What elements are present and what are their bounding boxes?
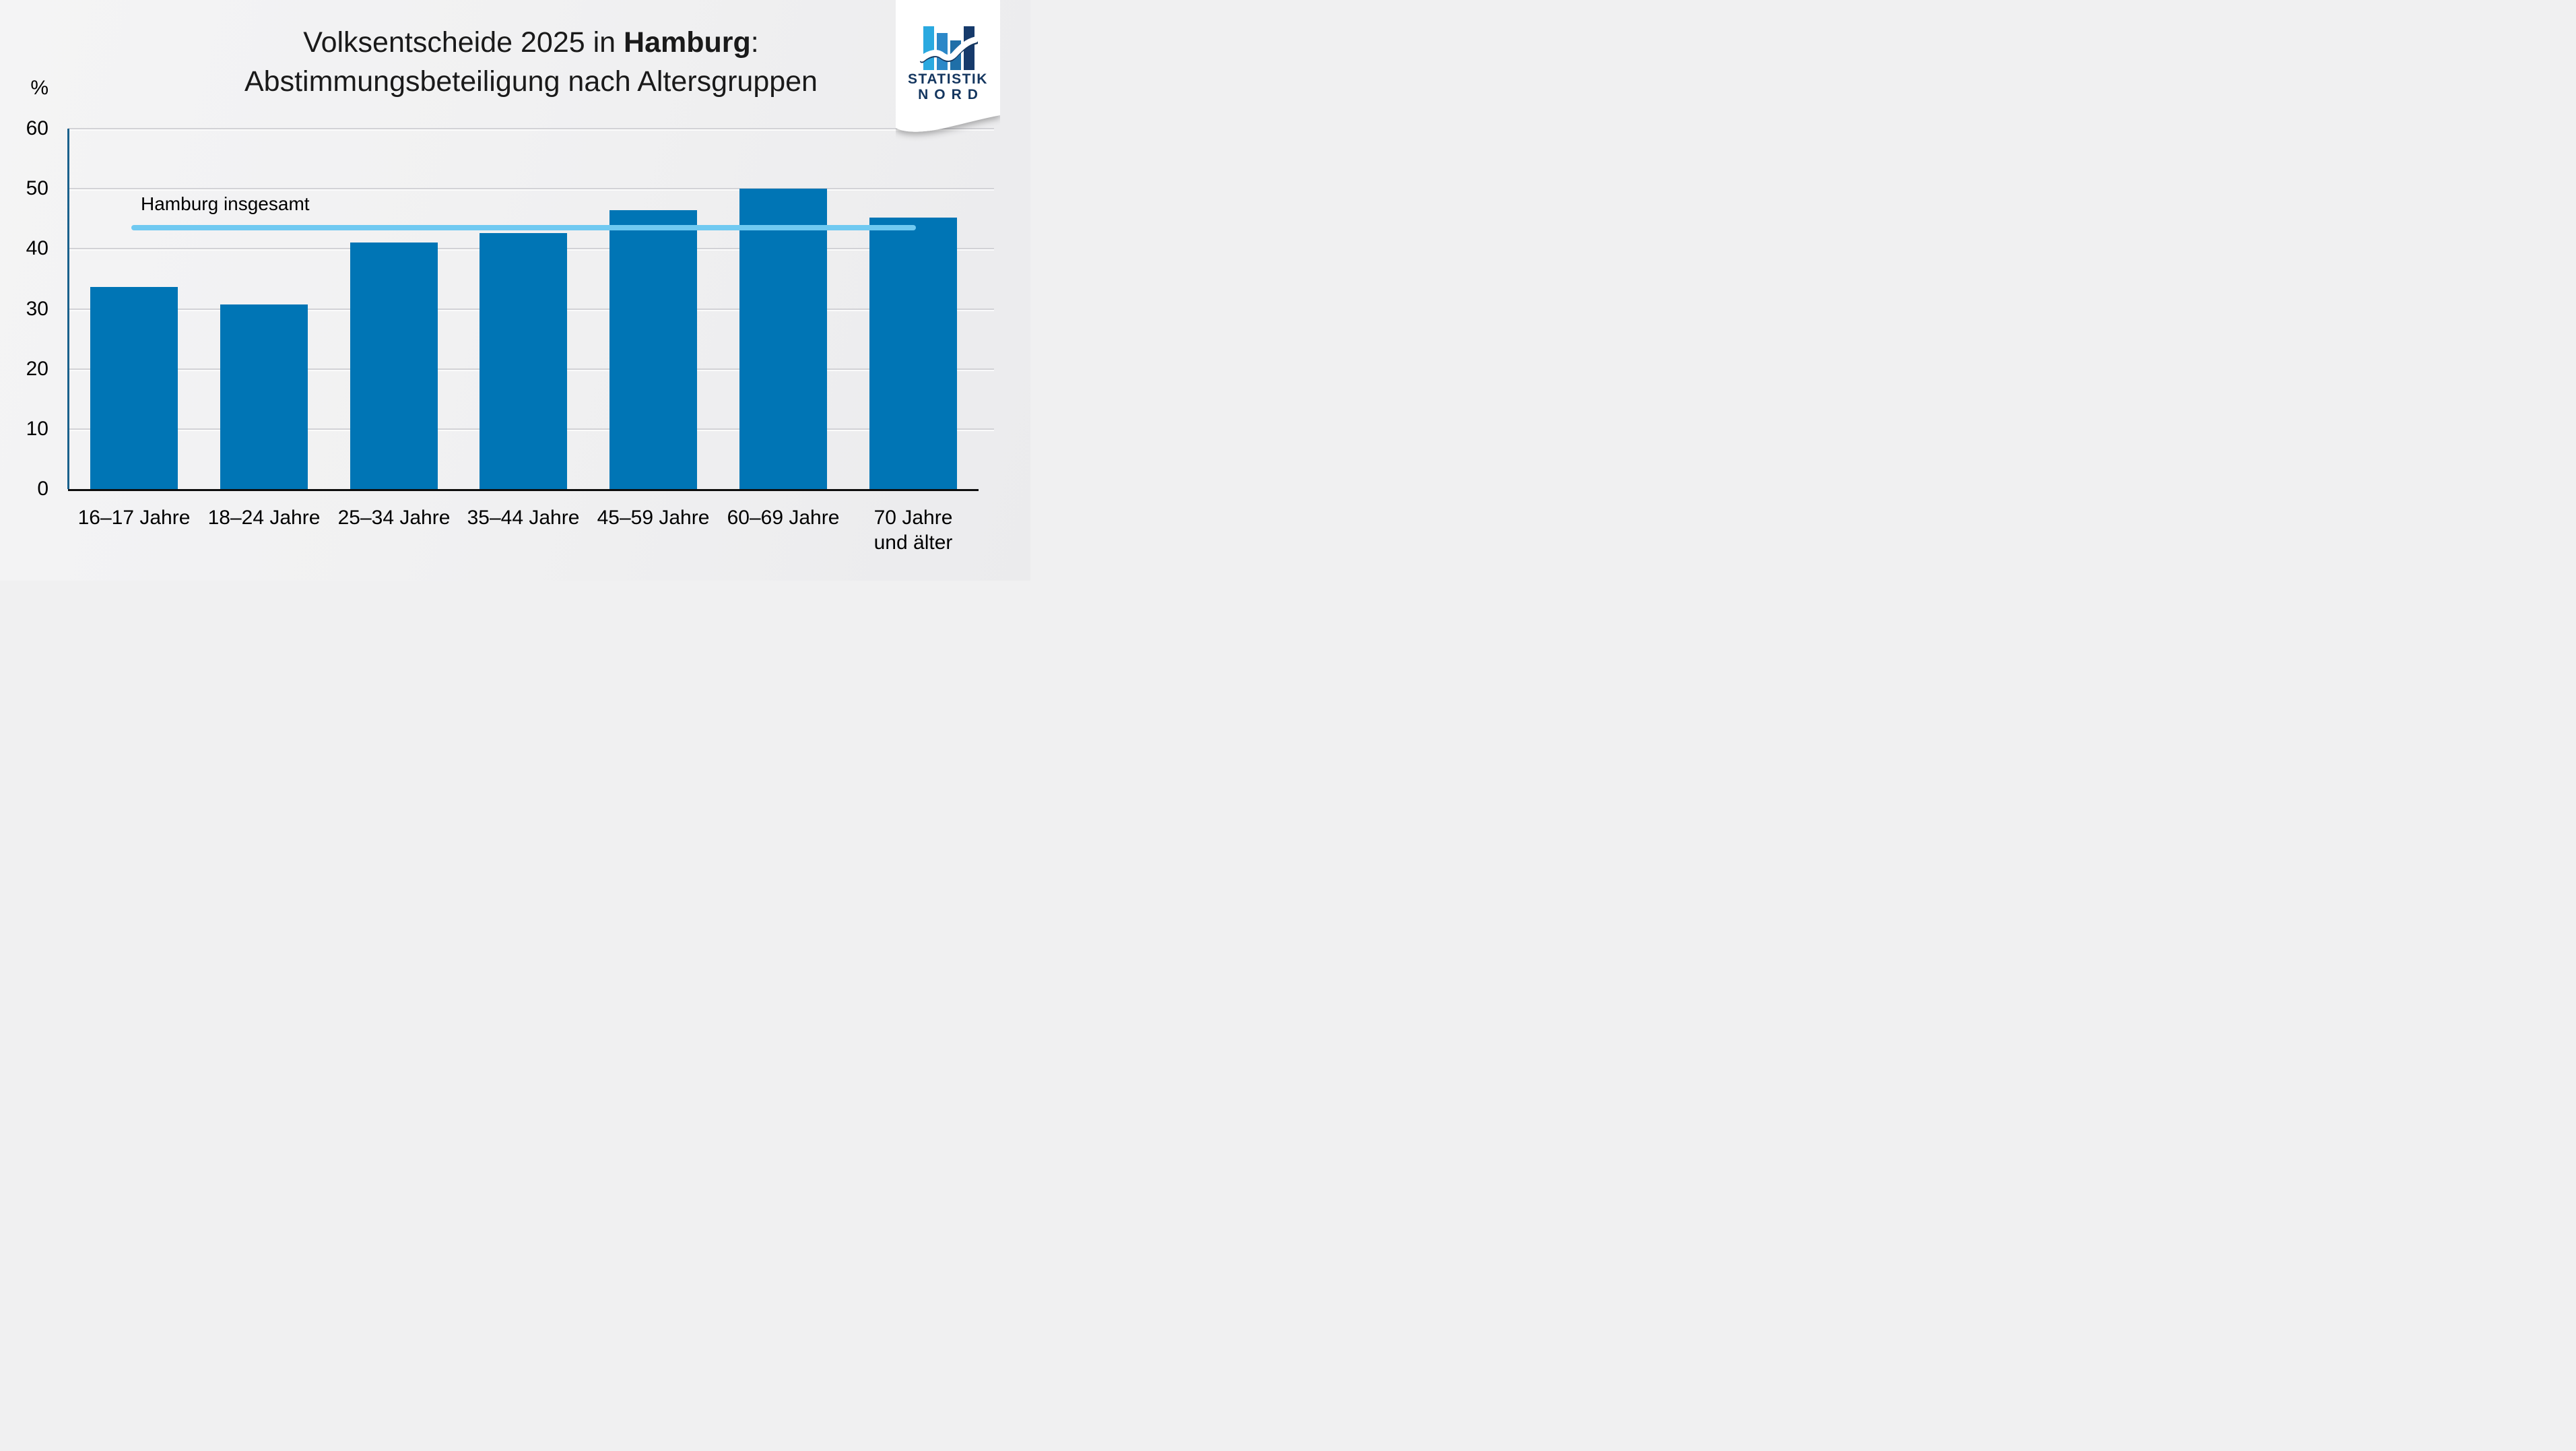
y-tick-label-60: 60: [26, 117, 48, 139]
x-axis-label-18–24 Jahre: 18–24 Jahre: [207, 507, 321, 529]
y-tick-label-30: 30: [26, 297, 48, 320]
logo-bar-4: [964, 26, 975, 70]
y-axis-unit-label: %: [30, 77, 48, 99]
bar-25–34 Jahre: [350, 243, 438, 489]
bar-18–24 Jahre: [220, 304, 308, 489]
bar-70 Jahre und älter: [869, 217, 957, 489]
chart-title-bold-hamburg: Hamburg: [624, 26, 751, 59]
bar-60–69 Jahre: [739, 189, 827, 489]
x-axis-label-35–44 Jahre: 35–44 Jahre: [467, 507, 580, 529]
gridline-50: [68, 188, 994, 190]
x-axis-label-16–17 Jahre: 16–17 Jahre: [77, 507, 191, 529]
chart-title-prefix: Volksentscheide 2025 in: [303, 26, 624, 59]
logo-text-statistik: STATISTIK: [908, 71, 988, 87]
gridline-60: [68, 128, 994, 129]
y-tick-label-0: 0: [37, 478, 48, 500]
bar-35–44 Jahre: [480, 233, 567, 489]
bar-45–59 Jahre: [609, 210, 697, 489]
y-tick-label-50: 50: [26, 177, 48, 200]
y-tick-label-40: 40: [26, 237, 48, 260]
chart-title-line2: Abstimmungsbeteiligung nach Altersgruppe…: [244, 65, 818, 98]
chart-title: Volksentscheide 2025 in Hamburg: Abstimm…: [68, 23, 994, 101]
x-axis-label-25–34 Jahre: 25–34 Jahre: [337, 507, 451, 529]
x-axis-label-60–69 Jahre: 60–69 Jahre: [727, 507, 840, 529]
logo-text-nord: NORD: [918, 87, 984, 102]
bar-16–17 Jahre: [90, 286, 178, 489]
y-axis-line: [67, 129, 69, 489]
y-tick-label-10: 10: [26, 417, 48, 440]
statistik-nord-logo: STATISTIK NORD: [896, 0, 1000, 143]
x-axis-line: [68, 489, 979, 491]
chart-title-suffix: :: [750, 26, 759, 59]
seagull-icon: [920, 36, 978, 63]
y-tick-label-20: 20: [26, 357, 48, 380]
reference-line-label: Hamburg insgesamt: [141, 193, 310, 214]
x-axis-label-70 Jahre und älter: 70 Jahre und älter: [873, 507, 953, 554]
reference-line-hamburg-total: [131, 225, 916, 231]
slide-background: Volksentscheide 2025 in Hamburg: Abstimm…: [0, 0, 1030, 581]
x-axis-label-45–59 Jahre: 45–59 Jahre: [597, 507, 710, 529]
chart-title-line1: Volksentscheide 2025 in Hamburg:: [68, 23, 994, 62]
